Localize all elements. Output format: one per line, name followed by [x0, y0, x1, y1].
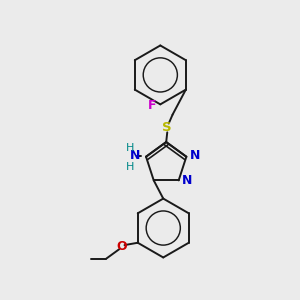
Text: S: S: [162, 121, 172, 134]
Text: H: H: [126, 162, 134, 172]
Text: N: N: [190, 149, 200, 162]
Text: F: F: [148, 99, 157, 112]
Text: H: H: [126, 143, 134, 153]
Text: O: O: [116, 240, 127, 253]
Text: N: N: [182, 174, 193, 187]
Text: N: N: [130, 149, 141, 162]
